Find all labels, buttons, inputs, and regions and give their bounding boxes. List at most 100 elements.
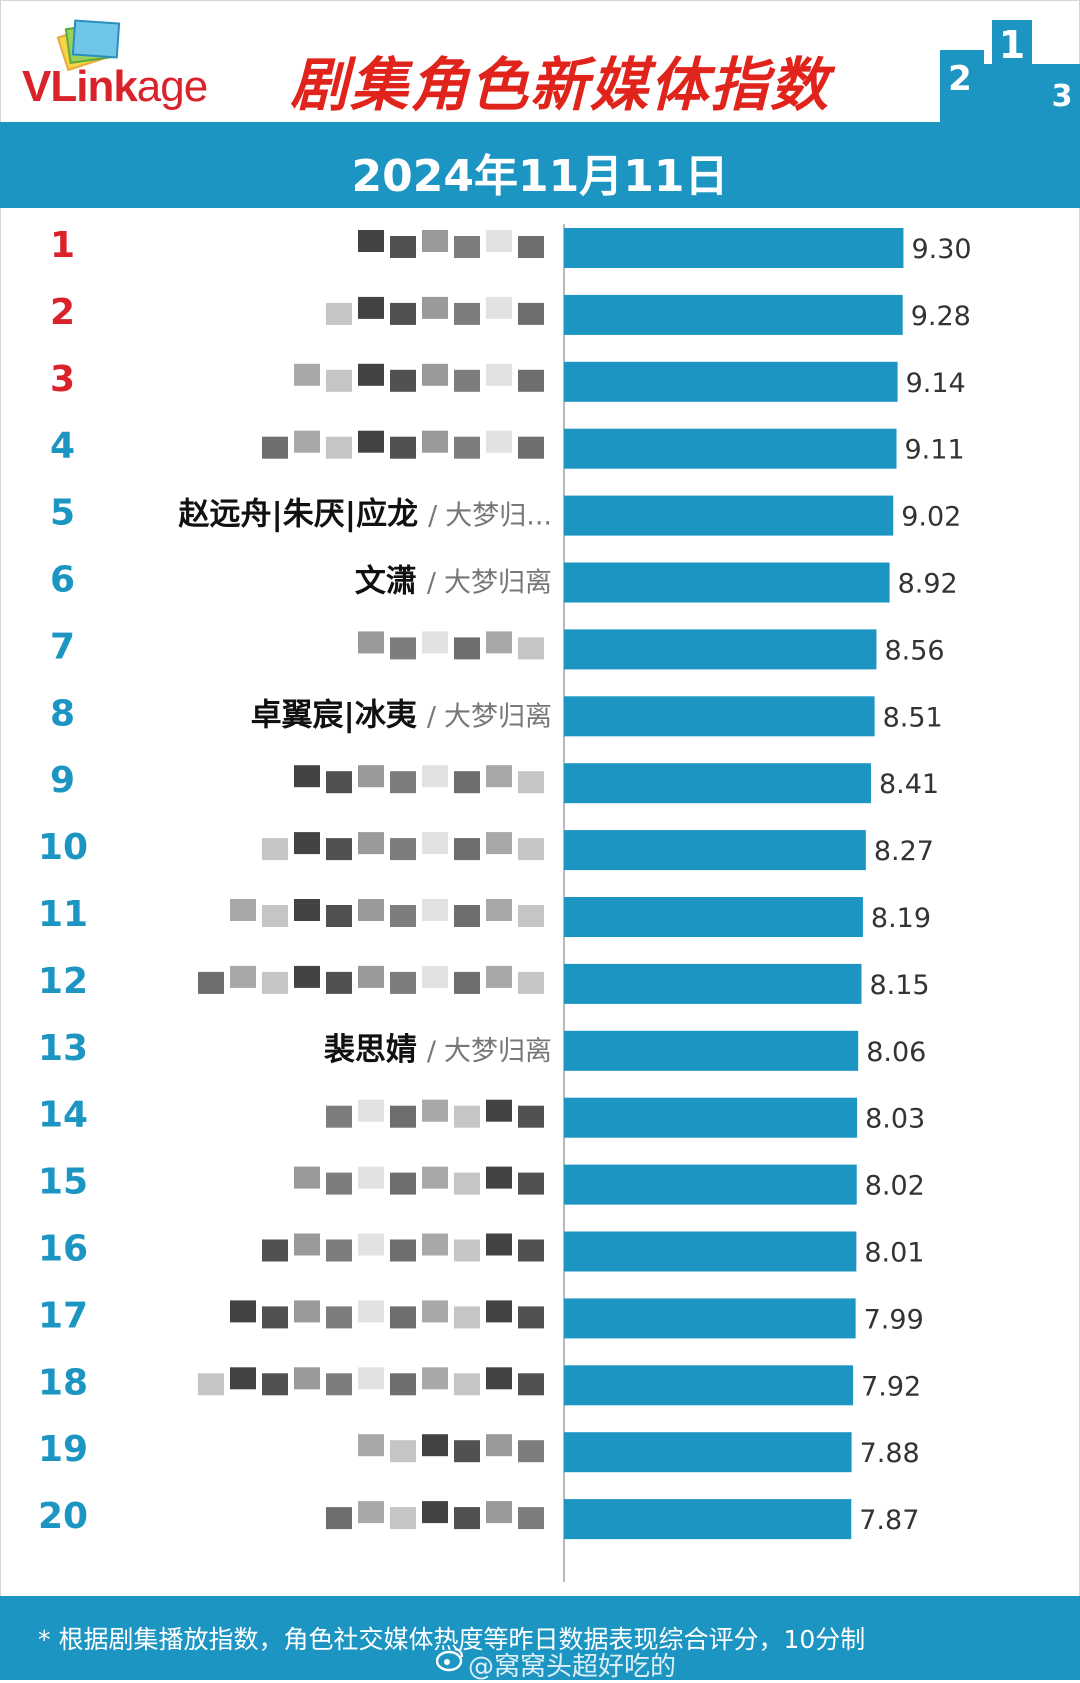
mosaic-cell <box>454 1172 480 1195</box>
mosaic-cell <box>294 1300 320 1323</box>
rank-number: 8 <box>50 693 75 734</box>
mosaic-cell <box>294 430 320 453</box>
mosaic-cell <box>230 1300 256 1323</box>
rank-number: 17 <box>38 1295 88 1336</box>
mosaic-cell <box>390 905 416 927</box>
mosaic-cell <box>198 1373 224 1396</box>
podium-icon: 1 2 3 <box>940 20 1080 122</box>
mosaic-cell <box>262 436 288 459</box>
mosaic-cell <box>422 1367 448 1390</box>
mosaic-cell <box>358 899 384 921</box>
value-label: 8.06 <box>866 1037 926 1068</box>
mosaic-cell <box>326 1373 352 1396</box>
mosaic-cell <box>454 1239 480 1262</box>
mosaic-cell <box>422 296 448 319</box>
redacted-name <box>262 430 544 459</box>
mosaic-cell <box>294 965 320 988</box>
mosaic-cell <box>486 430 512 453</box>
mosaic-cell <box>326 971 352 994</box>
bar <box>564 963 862 1004</box>
rank-number: 10 <box>38 827 88 868</box>
mosaic-cell <box>326 1507 352 1530</box>
redacted-name <box>326 1099 544 1128</box>
mosaic-cell <box>358 631 384 654</box>
value-label: 7.92 <box>861 1371 921 1402</box>
rank-number: 18 <box>38 1362 88 1403</box>
footnote: * 根据剧集播放指数，角色社交媒体热度等昨日数据表现综合评分，10分制 <box>38 1625 866 1654</box>
mosaic-cell <box>262 1306 288 1329</box>
character-name: 文潇 <box>355 564 417 600</box>
bar <box>564 1231 857 1272</box>
svg-text:1: 1 <box>999 23 1025 67</box>
drama-name: 大梦归离 <box>444 1036 552 1067</box>
redacted-name <box>326 1501 544 1530</box>
redacted-name <box>294 1166 544 1195</box>
bar <box>564 897 863 937</box>
redacted-name <box>230 1300 544 1329</box>
mosaic-cell <box>358 832 384 855</box>
value-label: 7.99 <box>864 1304 924 1335</box>
mosaic-cell <box>518 1306 544 1329</box>
mosaic-cell <box>518 771 544 794</box>
value-label: 8.01 <box>864 1238 924 1269</box>
mosaic-cell <box>518 1440 544 1463</box>
mosaic-cell <box>486 765 512 788</box>
rank-number: 14 <box>38 1095 88 1136</box>
bar <box>564 361 898 402</box>
rank-number: 1 <box>50 225 75 266</box>
redacted-name <box>326 296 544 325</box>
drama-name: 大梦归... <box>445 501 552 532</box>
mosaic-cell <box>230 965 256 988</box>
bar <box>564 1365 854 1406</box>
watermark: @窝窝头超好吃的 <box>468 1652 677 1682</box>
mosaic-cell <box>262 1373 288 1396</box>
character-label: 赵远舟|朱厌|应龙 / 大梦归... <box>177 497 552 533</box>
date-banner: 2024年11月11日 <box>0 122 1080 208</box>
mosaic-cell <box>518 905 544 927</box>
mosaic-cell <box>422 430 448 453</box>
mosaic-cell <box>422 1501 448 1524</box>
mosaic-cell <box>454 236 480 258</box>
value-label: 8.03 <box>865 1104 925 1135</box>
mosaic-cell <box>454 1105 480 1128</box>
mosaic-cell <box>358 1233 384 1256</box>
mosaic-cell <box>518 1507 544 1530</box>
drama-name: 大梦归离 <box>444 701 552 732</box>
mosaic-cell <box>454 771 480 794</box>
mosaic-cell <box>198 971 224 994</box>
mosaic-cell <box>422 965 448 988</box>
bar <box>564 1164 857 1205</box>
mosaic-cell <box>390 1306 416 1329</box>
redacted-name <box>358 631 544 660</box>
mosaic-cell <box>486 1300 512 1323</box>
mosaic-cell <box>294 832 320 855</box>
mosaic-cell <box>390 1172 416 1195</box>
mosaic-cell <box>390 971 416 994</box>
label-separator: / <box>427 701 437 732</box>
rank-number: 11 <box>38 894 88 935</box>
rank-number: 15 <box>38 1162 88 1203</box>
mosaic-cell <box>390 838 416 861</box>
mosaic-cell <box>358 1099 384 1122</box>
value-label: 8.56 <box>884 635 944 666</box>
bar <box>564 1097 858 1138</box>
redacted-name <box>358 1434 544 1463</box>
mosaic-cell <box>518 637 544 660</box>
footer-banner: * 根据剧集播放指数，角色社交媒体热度等昨日数据表现综合评分，10分制 @窝窝头… <box>0 1596 1080 1682</box>
mosaic-cell <box>454 369 480 392</box>
mosaic-cell <box>326 1105 352 1128</box>
svg-text:2: 2 <box>948 59 972 99</box>
mosaic-cell <box>486 1099 512 1122</box>
page-title: 剧集角色新媒体指数 <box>290 51 831 119</box>
redacted-name <box>262 1233 544 1262</box>
mosaic-cell <box>358 1367 384 1390</box>
mosaic-cell <box>294 1233 320 1256</box>
bar <box>564 495 894 536</box>
mosaic-cell <box>390 771 416 794</box>
rank-number: 20 <box>38 1496 88 1537</box>
mosaic-cell <box>390 436 416 459</box>
mosaic-cell <box>358 965 384 988</box>
value-label: 8.15 <box>869 970 929 1001</box>
label-separator: / <box>428 501 438 532</box>
mosaic-cell <box>294 1166 320 1189</box>
